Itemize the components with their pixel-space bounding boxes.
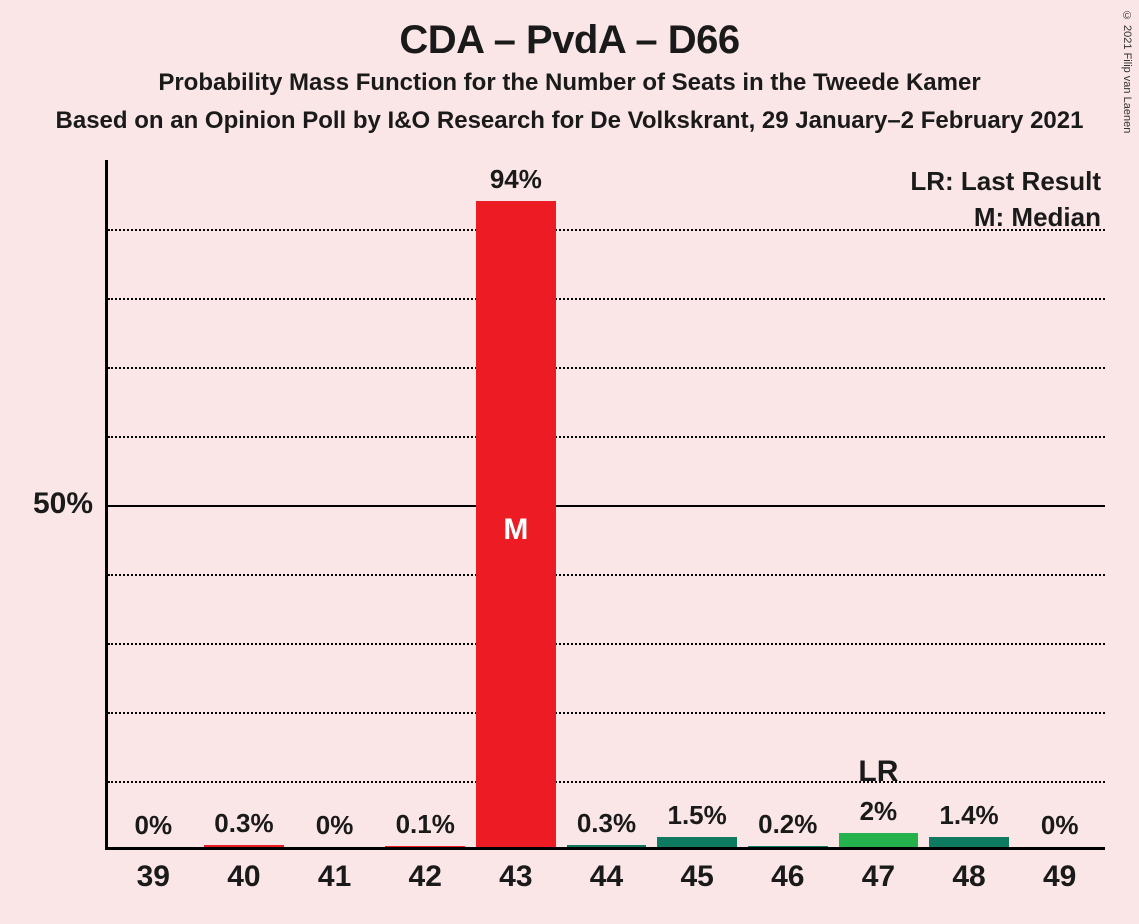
bar xyxy=(204,845,284,847)
bar xyxy=(657,837,737,847)
pmf-bar-chart: 50%0%390.3%400%410.1%4294%43M0.3%441.5%4… xyxy=(105,160,1105,850)
x-tick-label: 46 xyxy=(742,860,833,894)
gridline xyxy=(108,229,1105,231)
bar xyxy=(567,845,647,847)
x-tick-label: 45 xyxy=(652,860,743,894)
x-tick-label: 48 xyxy=(924,860,1015,894)
gridline xyxy=(108,436,1105,438)
chart-title: CDA – PvdA – D66 xyxy=(0,0,1139,63)
bar-value-label: 94% xyxy=(471,164,562,195)
gridline xyxy=(108,367,1105,369)
gridline xyxy=(108,781,1105,783)
chart-subtitle-1: Probability Mass Function for the Number… xyxy=(0,69,1139,97)
x-tick-label: 40 xyxy=(199,860,290,894)
y-tick-label: 50% xyxy=(3,487,93,521)
bar xyxy=(929,837,1009,847)
bar-value-label: 0.3% xyxy=(561,808,652,839)
median-label: M xyxy=(476,513,556,547)
x-tick-label: 41 xyxy=(289,860,380,894)
bar-value-label: 0.1% xyxy=(380,809,471,840)
legend-median: M: Median xyxy=(974,202,1101,233)
gridline xyxy=(108,712,1105,714)
bar-value-label: 0.3% xyxy=(199,808,290,839)
x-axis xyxy=(105,847,1105,850)
x-tick-label: 42 xyxy=(380,860,471,894)
last-result-label: LR xyxy=(833,755,924,789)
x-tick-label: 43 xyxy=(471,860,562,894)
x-tick-label: 49 xyxy=(1014,860,1105,894)
copyright-text: © 2021 Filip van Laenen xyxy=(1121,10,1133,133)
gridline xyxy=(108,505,1105,507)
bar xyxy=(839,833,919,847)
bar-value-label: 0% xyxy=(289,810,380,841)
bar-value-label: 1.5% xyxy=(652,800,743,831)
chart-subtitle-2: Based on an Opinion Poll by I&O Research… xyxy=(0,107,1139,135)
gridline xyxy=(108,643,1105,645)
bar-value-label: 0% xyxy=(108,810,199,841)
x-tick-label: 39 xyxy=(108,860,199,894)
bar xyxy=(385,846,465,847)
gridline xyxy=(108,574,1105,576)
bar-value-label: 1.4% xyxy=(924,800,1015,831)
x-tick-label: 44 xyxy=(561,860,652,894)
bar xyxy=(748,846,828,847)
gridline xyxy=(108,298,1105,300)
x-tick-label: 47 xyxy=(833,860,924,894)
legend-last-result: LR: Last Result xyxy=(910,166,1101,197)
bar-value-label: 0.2% xyxy=(742,809,833,840)
bar-value-label: 0% xyxy=(1014,810,1105,841)
bar-value-label: 2% xyxy=(833,796,924,827)
